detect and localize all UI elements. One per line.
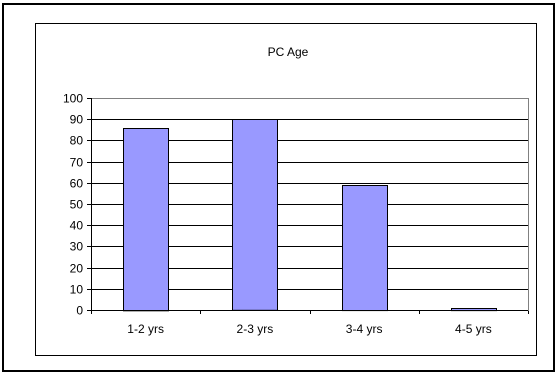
x-tick-label: 2-3 yrs — [237, 322, 274, 336]
y-tick-label: 10 — [70, 283, 84, 297]
axes — [87, 98, 529, 314]
bar — [123, 128, 169, 312]
y-axis-ticks: 0 10 20 30 40 50 60 70 80 90 100 — [63, 92, 83, 318]
x-axis-ticks: 1-2 yrs 2-3 yrs 3-4 yrs 4-5 yrs — [127, 322, 491, 336]
x-tick-label: 1-2 yrs — [127, 322, 164, 336]
y-tick-label: 80 — [70, 134, 84, 148]
y-tick-label: 20 — [70, 262, 84, 276]
bars — [123, 119, 497, 312]
chart-title: PC Age — [268, 45, 309, 59]
y-tick-label: 90 — [70, 113, 84, 127]
y-tick-label: 30 — [70, 240, 84, 254]
y-tick-label: 50 — [70, 198, 84, 212]
bar — [232, 119, 278, 311]
y-tick-label: 70 — [70, 156, 84, 170]
y-tick-label: 0 — [76, 304, 83, 318]
chart-area — [35, 23, 537, 356]
y-tick-label: 100 — [63, 92, 83, 106]
x-tick-label: 4-5 yrs — [455, 322, 492, 336]
x-tick-label: 3-4 yrs — [346, 322, 383, 336]
y-tick-label: 60 — [70, 177, 84, 191]
bar — [342, 185, 388, 312]
y-tick-label: 40 — [70, 219, 84, 233]
